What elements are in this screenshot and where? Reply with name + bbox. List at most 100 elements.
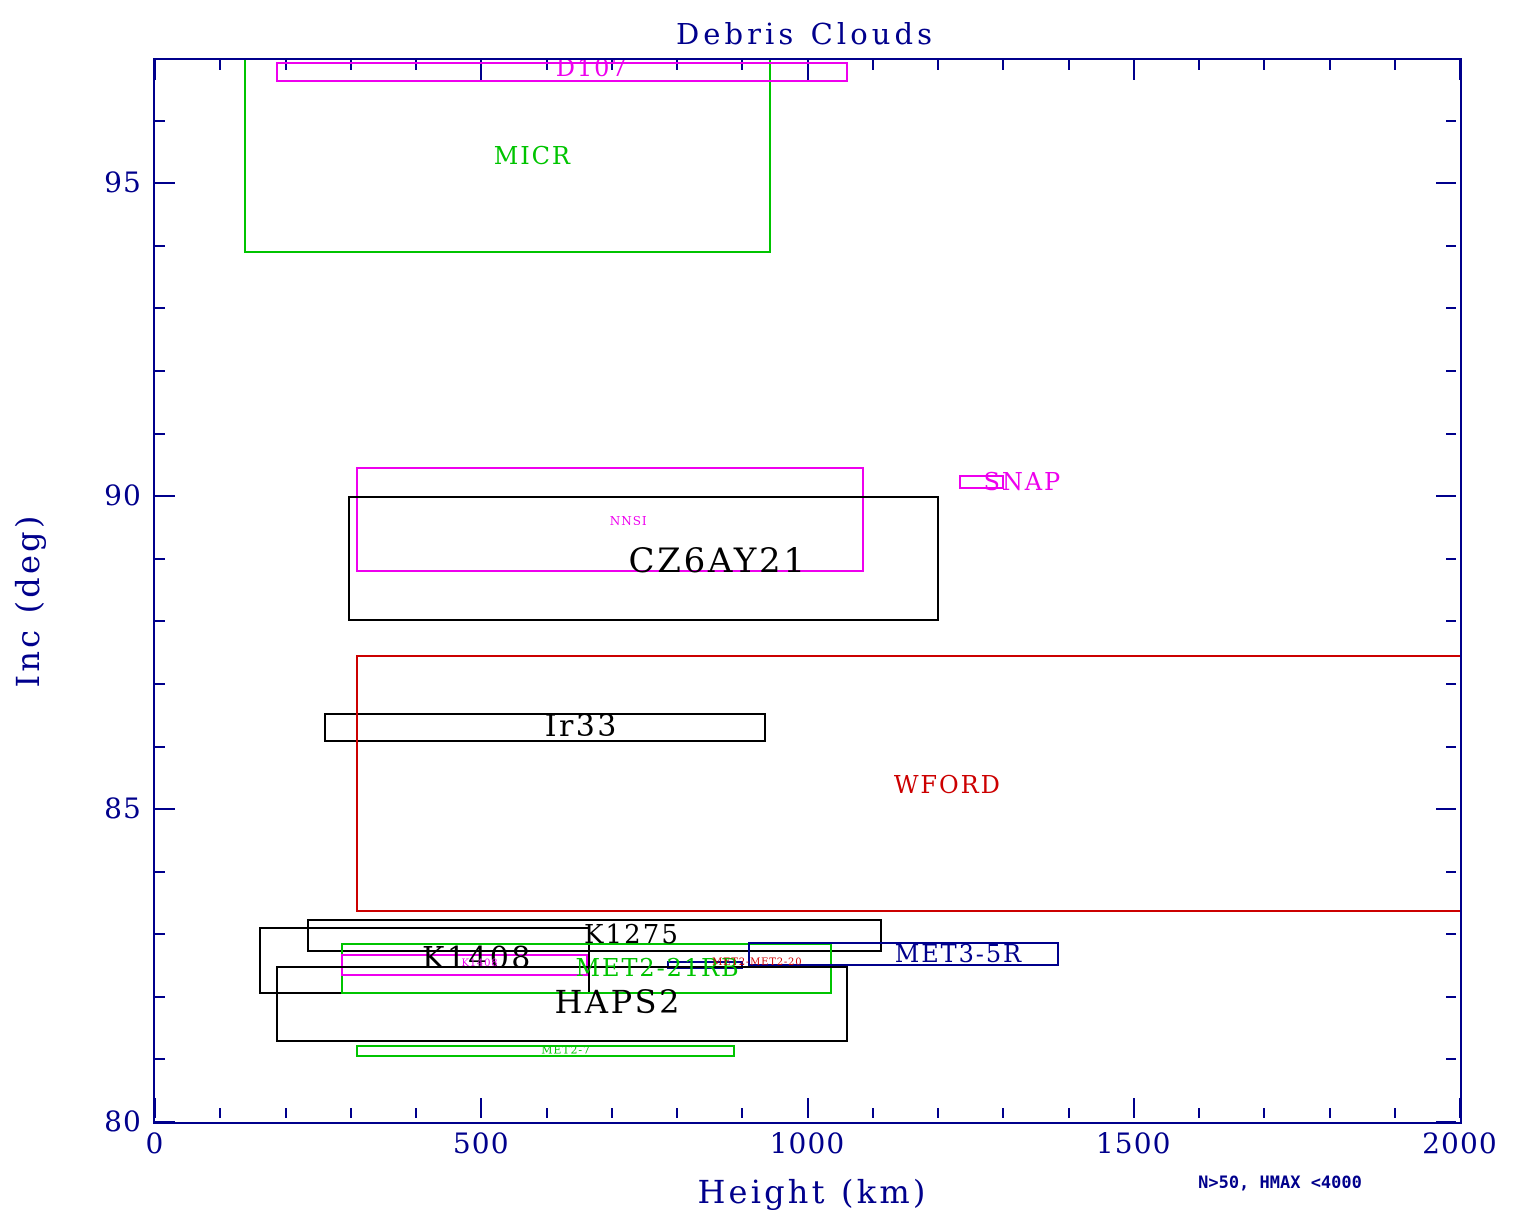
x-minor-tick (415, 1108, 417, 1118)
y-minor-tick (155, 870, 165, 873)
cloud-box-K1275 (306, 918, 883, 953)
y-minor-tick (1446, 1058, 1456, 1061)
y-minor-tick (1446, 933, 1456, 936)
x-major-tick (1132, 60, 1135, 80)
y-major-tick (1436, 182, 1456, 185)
y-minor-tick (1446, 119, 1456, 122)
y-minor-tick (155, 557, 165, 560)
x-minor-tick (545, 1108, 548, 1118)
cloud-label-MET3-5R: MET3-5R (894, 940, 1024, 969)
x-minor-tick (1198, 60, 1200, 70)
cloud-box-K1408-m (341, 953, 588, 976)
y-minor-tick (1446, 370, 1456, 373)
y-minor-tick (1446, 995, 1456, 998)
x-minor-tick (545, 60, 548, 70)
cloud-label-K1275: K1275 (583, 919, 680, 950)
cloud-box-SNAP (959, 475, 1005, 490)
x-tick-label: 500 (452, 1127, 510, 1160)
y-minor-tick (1446, 745, 1456, 748)
x-minor-tick (676, 60, 678, 70)
cloud-box-MET2-7 (356, 1045, 735, 1058)
y-major-tick (1436, 808, 1456, 811)
x-minor-tick (349, 1108, 352, 1118)
x-minor-tick (1393, 1108, 1396, 1118)
y-minor-tick (155, 370, 165, 373)
x-minor-tick (1328, 60, 1331, 70)
x-minor-tick (676, 1108, 678, 1118)
x-minor-tick (1198, 1108, 1200, 1118)
cloud-box-MET3-5R (747, 942, 1060, 966)
y-minor-tick (155, 432, 165, 435)
y-minor-tick (1446, 244, 1456, 247)
cloud-box-Ir33 (324, 712, 767, 742)
overlap-label-0: MET2-MET2-20 (712, 957, 803, 969)
x-minor-tick (741, 60, 744, 70)
cloud-label-NNSI: NNSI (609, 513, 648, 528)
cloud-box-CZ6AY21 (347, 495, 939, 622)
chart-title: Debris Clouds (675, 17, 937, 51)
y-minor-tick (1446, 620, 1456, 623)
x-minor-tick (1393, 60, 1396, 70)
x-major-tick (155, 1098, 156, 1118)
x-major-tick (480, 1098, 483, 1118)
y-axis-title: Inc (deg) (9, 512, 47, 688)
x-major-tick (1459, 60, 1460, 80)
plot-area: MICR D107 NNSI CZ6AY21 SNAP Ir33 WFORD K1275 K14… (153, 58, 1462, 1124)
cloud-box-MICR (244, 60, 772, 254)
cloud-label-MET2-21RB: MET2-21RB (575, 954, 741, 983)
x-minor-tick (871, 1108, 874, 1118)
x-minor-tick (610, 60, 613, 70)
y-major-tick (155, 1121, 175, 1122)
x-minor-tick (1263, 1108, 1266, 1118)
y-minor-tick (1446, 870, 1456, 873)
y-minor-tick (1446, 682, 1456, 685)
x-minor-tick (219, 1108, 222, 1118)
y-major-tick (1436, 1121, 1456, 1122)
y-minor-tick (155, 244, 165, 247)
y-minor-tick (1446, 307, 1456, 310)
x-minor-tick (1067, 60, 1070, 70)
cloud-label-MET2-7: MET2-7 (541, 1043, 591, 1057)
y-minor-tick (155, 933, 165, 936)
x-major-tick (480, 60, 483, 80)
x-minor-tick (284, 60, 287, 70)
y-minor-tick (155, 745, 165, 748)
y-major-tick (155, 182, 175, 185)
x-minor-tick (1263, 60, 1266, 70)
constraint-note: N>50, HMAX <4000 (1198, 1173, 1362, 1193)
x-minor-tick (871, 60, 874, 70)
y-minor-tick (155, 620, 165, 623)
x-minor-tick (610, 1108, 613, 1118)
y-minor-tick (155, 307, 165, 310)
x-minor-tick (741, 1108, 744, 1118)
x-minor-tick (349, 60, 352, 70)
y-major-tick (155, 495, 175, 498)
x-minor-tick (1328, 1108, 1331, 1118)
x-tick-label: 1500 (1095, 1127, 1172, 1160)
x-minor-tick (937, 60, 939, 70)
cloud-box-D107 (276, 61, 849, 83)
x-minor-tick (219, 60, 222, 70)
x-major-tick (155, 60, 156, 80)
y-tick-label: 90 (104, 479, 142, 513)
cloud-label-CZ6AY21: CZ6AY21 (628, 541, 808, 582)
x-minor-tick (1002, 60, 1005, 70)
cloud-label-K1408-m: K1408 (461, 957, 499, 969)
y-tick-label: 85 (104, 792, 142, 826)
x-minor-tick (1002, 1108, 1005, 1118)
y-tick-label: 80 (104, 1105, 142, 1138)
y-major-tick (155, 808, 175, 811)
x-minor-tick (284, 1108, 287, 1118)
cloud-box-WFORD (356, 654, 1460, 913)
x-minor-tick (415, 60, 417, 70)
x-major-tick (1132, 1098, 1135, 1118)
cloud-box-NNSI (356, 467, 864, 572)
cloud-label-SNAP: SNAP (983, 467, 1063, 496)
x-major-tick (1459, 1098, 1460, 1118)
cloud-label-HAPS2: HAPS2 (554, 983, 683, 1022)
y-minor-tick (1446, 432, 1456, 435)
x-tick-label: 0 (145, 1127, 165, 1160)
x-minor-tick (937, 1108, 939, 1118)
cloud-label-D107: D107 (555, 58, 629, 83)
cloud-label-K1408: K1408 (421, 941, 533, 977)
